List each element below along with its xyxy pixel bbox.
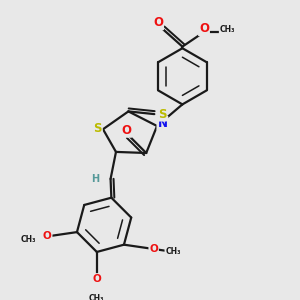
Text: CH₃: CH₃ [89, 294, 105, 300]
Text: O: O [121, 124, 131, 137]
Text: S: S [93, 122, 102, 135]
Text: CH₃: CH₃ [165, 247, 181, 256]
Text: N: N [158, 117, 167, 130]
Text: O: O [92, 274, 101, 284]
Text: S: S [158, 108, 166, 121]
Text: O: O [199, 22, 209, 35]
Text: O: O [153, 16, 163, 29]
Text: O: O [43, 231, 52, 242]
Text: H: H [92, 174, 100, 184]
Text: CH₃: CH₃ [20, 235, 36, 244]
Text: O: O [149, 244, 158, 254]
Text: CH₃: CH₃ [220, 26, 235, 34]
